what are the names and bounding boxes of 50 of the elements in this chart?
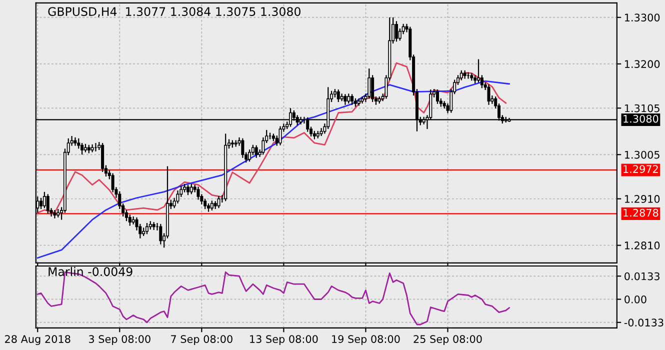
ref-line-label: 1.3080 [624,114,658,123]
ref-line-label: 1.2972 [624,165,658,173]
y-tick-label: 0.00 [624,295,646,304]
candlestick [254,144,258,158]
x-tick-label: 19 Sep 08:00 [332,335,400,346]
candlestick [210,200,214,211]
candlestick [278,126,282,146]
x-tick-label: 28 Aug 2018 [5,335,70,346]
candlestick [487,84,490,106]
candlestick [217,195,220,209]
candlestick [204,198,207,210]
candlestick [394,20,398,42]
chart-title: GBPUSD,H4 1.3077 1.3084 1.3075 1.3080 [48,7,300,18]
candlestick [101,142,104,172]
x-tick-label: 25 Sep 08:00 [414,335,482,346]
x-tick-label: 13 Sep 08:00 [250,335,318,346]
candlestick [42,191,46,209]
candlestick [460,70,463,81]
y-tick-label: 1.3200 [625,60,660,68]
candlestick [46,194,50,214]
candlestick [350,94,354,106]
candlestick [128,214,132,226]
candlestick [336,88,340,103]
x-tick-label: 3 Sep 08:00 [88,335,150,346]
y-tick-label: 0.0133 [624,272,660,280]
candlestick [190,183,193,195]
ref-line-label: 1.2878 [624,208,658,217]
candlestick [248,148,252,162]
candlestick [40,197,43,210]
candlestick [344,94,347,106]
y-tick-label: -0.0133 [624,318,664,327]
chart-title: Marlin -0.0049 [48,266,132,276]
candlestick [347,93,350,104]
x-tick-label: 7 Sep 08:00 [171,335,232,346]
candlestick [80,142,84,156]
candlestick [368,68,371,100]
candlestick [176,190,180,204]
candlestick [186,184,190,196]
candlestick [159,223,162,245]
candlestick [145,222,148,235]
candlestick [398,28,402,42]
y-tick-label: 1.2910 [625,195,660,203]
y-tick-label: 1.3005 [625,150,660,159]
y-tick-label: 1.3300 [625,14,660,22]
y-tick-label: 1.2810 [625,242,660,250]
y-tick-label: 1.3105 [625,104,660,112]
candlestick [196,186,200,200]
candlestick [476,58,480,84]
candlestick [241,138,244,158]
candlestick [436,88,440,104]
